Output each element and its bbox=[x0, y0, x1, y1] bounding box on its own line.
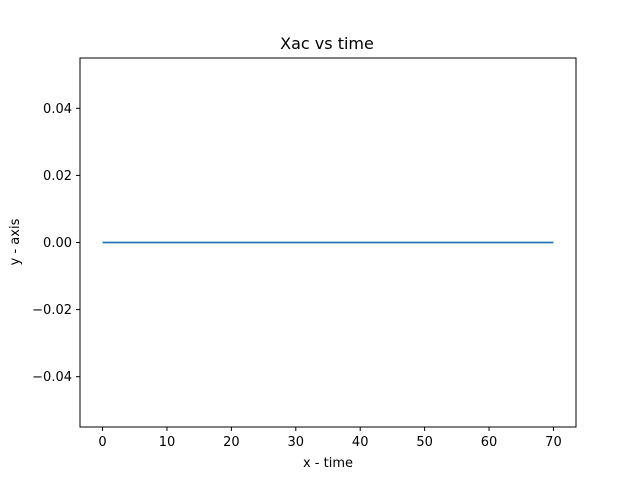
x-tick-label: 0 bbox=[98, 435, 106, 450]
x-tick-label: 70 bbox=[545, 435, 562, 450]
y-tick-label: 0.00 bbox=[43, 236, 72, 251]
x-tick-label: 50 bbox=[416, 435, 433, 450]
x-axis-label: x - time bbox=[303, 456, 353, 471]
x-tick-label: 40 bbox=[352, 435, 369, 450]
x-tick-label: 60 bbox=[481, 435, 498, 450]
x-tick-label: 10 bbox=[159, 435, 176, 450]
x-tick-label: 20 bbox=[223, 435, 240, 450]
chart-title: Xac vs time bbox=[280, 34, 374, 53]
y-tick-label: 0.02 bbox=[43, 169, 72, 184]
y-tick-label: 0.04 bbox=[43, 102, 72, 117]
x-tick-label: 30 bbox=[288, 435, 305, 450]
x-axis: 0 10 20 30 40 50 60 70 bbox=[98, 427, 562, 450]
y-axis-label: y - axis bbox=[8, 218, 23, 265]
y-tick-label: −0.04 bbox=[32, 370, 72, 385]
y-tick-label: −0.02 bbox=[32, 303, 72, 318]
y-axis: 0.04 0.02 0.00 −0.02 −0.04 bbox=[32, 102, 80, 385]
